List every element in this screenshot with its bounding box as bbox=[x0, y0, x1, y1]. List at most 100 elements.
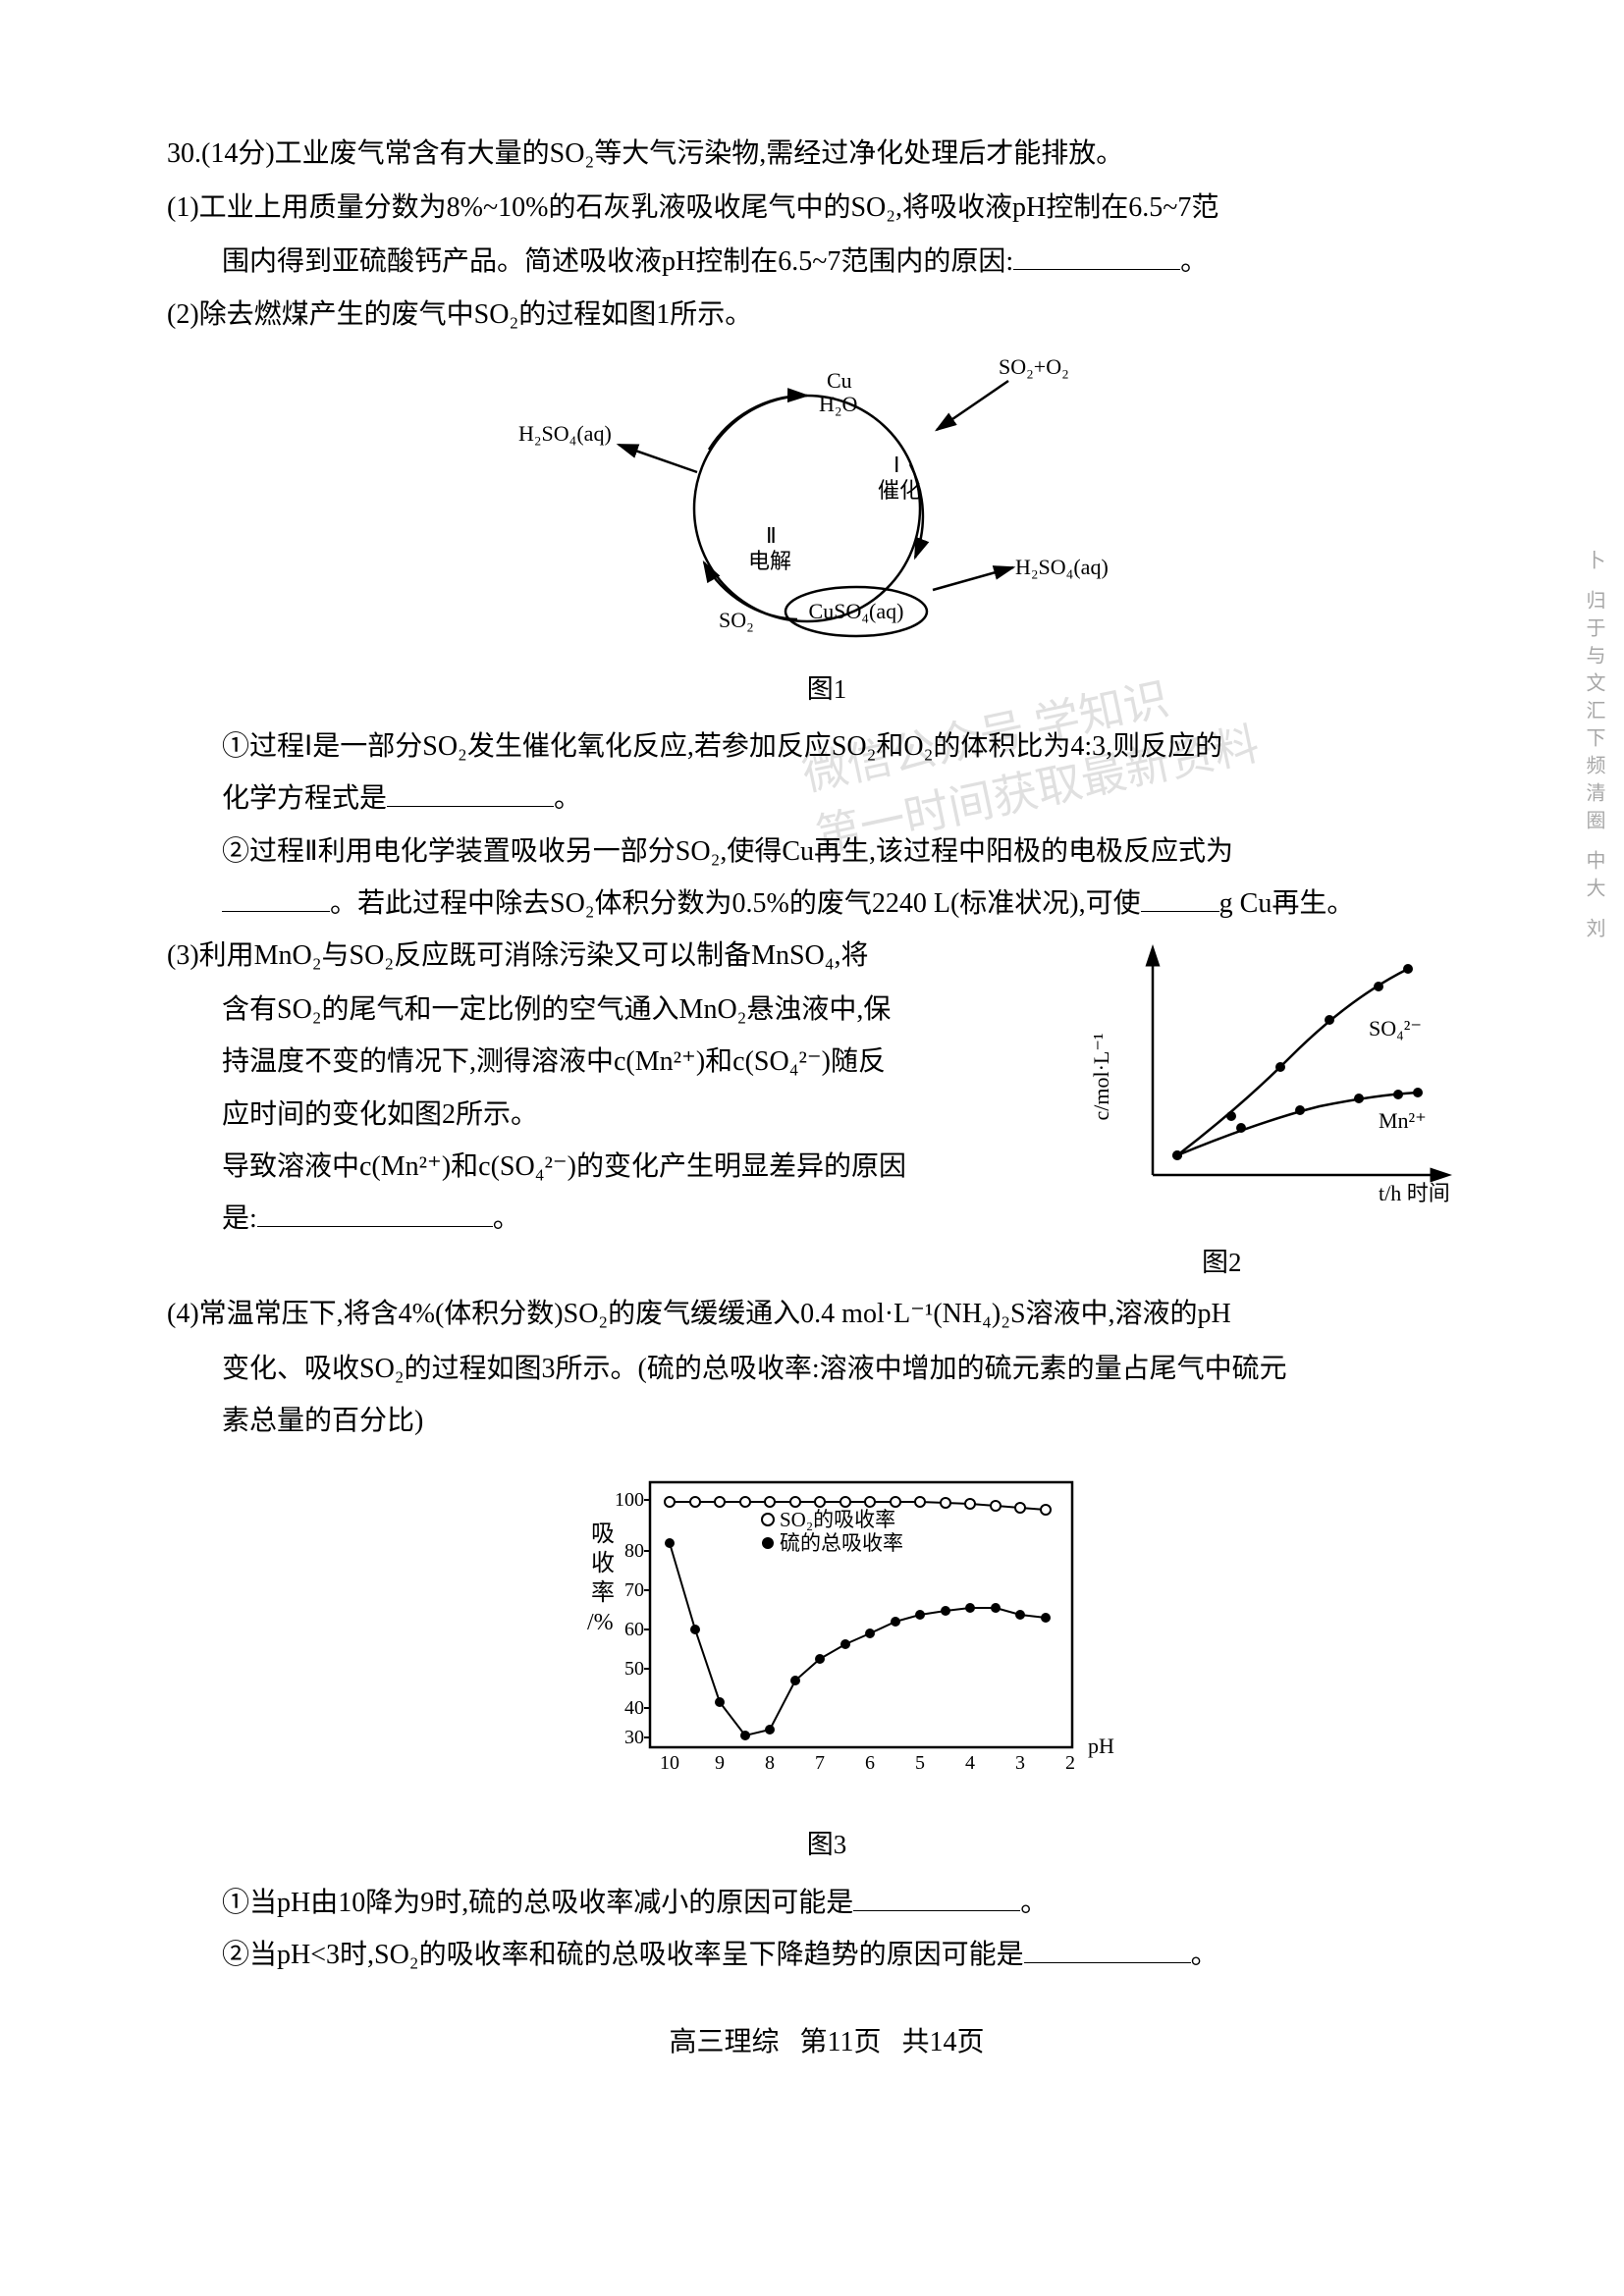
figure-2: c/mol·L⁻¹ t/h 时间 SO₄²⁻ Mn²⁺ bbox=[1084, 930, 1487, 1288]
part2-sub1-lineA: ①过程Ⅰ是一部分SO₂发生催化氧化反应,若参加反应SO₂和O₂的体积比为4:3,… bbox=[167, 721, 1487, 773]
part4-l2: 素总量的百分比) bbox=[167, 1395, 1487, 1447]
fig3-yl1: 收 bbox=[591, 1550, 615, 1576]
part2-sub2-lineA: ②过程Ⅱ利用电化学装置吸收另一部分SO₂,使得Cu再生,该过程中阳极的电极反应式… bbox=[167, 826, 1487, 878]
part3-l0: (3)利用MnO₂与SO₂反应既可消除污染又可以制备MnSO₄,将 bbox=[167, 930, 1068, 982]
svg-text:60: 60 bbox=[624, 1619, 644, 1640]
svg-text:40: 40 bbox=[624, 1697, 644, 1719]
fig1-h2so4-r: H₂SO₄(aq) bbox=[1015, 555, 1109, 579]
q-number: 30. bbox=[167, 138, 201, 169]
blank-6[interactable] bbox=[853, 1883, 1020, 1911]
part1-period: 。 bbox=[1180, 246, 1208, 277]
part3-t5: 是: bbox=[222, 1203, 257, 1234]
svg-text:4: 4 bbox=[965, 1752, 975, 1774]
blank-7[interactable] bbox=[1024, 1935, 1191, 1963]
page: 30.(14分)工业废气常含有大量的SO₂等大气污染物,需经过净化处理后才能排放… bbox=[0, 0, 1624, 2127]
svg-text:8: 8 bbox=[765, 1752, 775, 1774]
fig3-legend-filled: 硫的总吸收率 bbox=[780, 1531, 903, 1555]
fig3-xticks: 10 9 8 7 6 5 4 3 2 bbox=[660, 1752, 1075, 1774]
part2-sub2-lineB: 。若此过程中除去SO₂体积分数为0.5%的废气2240 L(标准状况),可使 g … bbox=[167, 878, 1487, 930]
figure-3: 吸 收 率 /% 100 80 70 60 50 40 30 10 9 8 bbox=[167, 1453, 1487, 1870]
figure-2-svg: c/mol·L⁻¹ t/h 时间 SO₄²⁻ Mn²⁺ bbox=[1084, 930, 1477, 1224]
fig2-xlabel: t/h 时间 bbox=[1379, 1181, 1450, 1205]
part2-sub2-txtA: 。若此过程中除去SO₂体积分数为0.5%的废气2240 L(标准状况),可使 bbox=[330, 888, 1141, 919]
fig2-so4-label: SO₄²⁻ bbox=[1369, 1016, 1422, 1041]
part1-text1: 工业上用质量分数为8%~10%的石灰乳液吸收尾气中的SO₂,将吸收液pH控制在6… bbox=[199, 192, 1219, 223]
fig3-yl2: 率 bbox=[591, 1579, 615, 1606]
part3-l3: 应时间的变化如图2所示。 bbox=[167, 1089, 1068, 1141]
svg-text:70: 70 bbox=[624, 1579, 644, 1601]
part2-sub1-period: 。 bbox=[554, 783, 581, 814]
part2-sub2-txtB: g Cu再生。 bbox=[1219, 888, 1355, 919]
fig1-h2so4-l: H₂SO₄(aq) bbox=[518, 421, 612, 446]
fig3-yl0: 吸 bbox=[591, 1522, 615, 1547]
svg-text:9: 9 bbox=[715, 1752, 725, 1774]
fig2-ylabel: c/mol·L⁻¹ bbox=[1089, 1033, 1113, 1120]
figure-2-caption: 图2 bbox=[1084, 1238, 1487, 1288]
svg-text:30: 30 bbox=[624, 1727, 644, 1748]
part4-sub2: ②当pH<3时,SO₂的吸收率和硫的总吸收率呈下降趋势的原因可能是。 bbox=[167, 1929, 1487, 1981]
figure-1-svg: CuSO₄(aq) Cu H₂O SO₂+O₂ Ⅰ 催化 H₂SO₄(aq) H… bbox=[513, 347, 1141, 651]
part3-text: (3)利用MnO₂与SO₂反应既可消除污染又可以制备MnSO₄,将 含有SO₂的… bbox=[167, 930, 1068, 1245]
right-edge-text: 卜 归于与文汇下频清圈 中大 刘 bbox=[1575, 550, 1612, 945]
fig1-so2: SO₂ bbox=[719, 608, 754, 632]
svg-text:3: 3 bbox=[1015, 1752, 1025, 1774]
part3-t0: 利用MnO₂与SO₂反应既可消除污染又可以制备MnSO₄,将 bbox=[199, 940, 869, 971]
question-stem: 30.(14分)工业废气常含有大量的SO₂等大气污染物,需经过净化处理后才能排放… bbox=[167, 128, 1487, 180]
fig1-h2o: H₂O bbox=[819, 392, 857, 416]
part3-l4: 导致溶液中c(Mn²⁺)和c(SO₄²⁻)的变化产生明显差异的原因 bbox=[167, 1141, 1068, 1193]
blank-2[interactable] bbox=[387, 778, 554, 807]
svg-text:50: 50 bbox=[624, 1658, 644, 1680]
part3-row: (3)利用MnO₂与SO₂反应既可消除污染又可以制备MnSO₄,将 含有SO₂的… bbox=[167, 930, 1487, 1288]
part1-text2: 围内得到亚硫酸钙产品。简述吸收液pH控制在6.5~7范围内的原因: bbox=[222, 246, 1013, 277]
part1-label: (1) bbox=[167, 192, 199, 223]
part4-sub2-period: 。 bbox=[1191, 1940, 1218, 1970]
fig3-xlabel: pH bbox=[1088, 1734, 1114, 1758]
blank-4[interactable] bbox=[1141, 883, 1219, 912]
figure-3-svg: 吸 收 率 /% 100 80 70 60 50 40 30 10 9 8 bbox=[483, 1453, 1170, 1806]
page-footer: 高三理综 第11页 共14页 bbox=[167, 2016, 1487, 2068]
svg-text:2: 2 bbox=[1065, 1752, 1075, 1774]
part4-l0: (4)常温常压下,将含4%(体积分数)SO₂的废气缓缓通入0.4 mol·L⁻¹… bbox=[167, 1288, 1487, 1340]
fig1-cuso4: CuSO₄(aq) bbox=[809, 599, 904, 623]
part4-sub1: ①当pH由10降为9时,硫的总吸收率减小的原因可能是。 bbox=[167, 1877, 1487, 1929]
part2-label: (2) bbox=[167, 299, 199, 330]
part4-t0: 常温常压下,将含4%(体积分数)SO₂的废气缓缓通入0.4 mol·L⁻¹(NH… bbox=[199, 1299, 1231, 1329]
blank-5[interactable] bbox=[257, 1199, 493, 1227]
fig1-cu: Cu bbox=[827, 368, 852, 393]
part3-l5: 是: 。 bbox=[167, 1193, 1068, 1245]
part2-sub1-text: 化学方程式是 bbox=[222, 783, 387, 814]
svg-text:7: 7 bbox=[815, 1752, 825, 1774]
figure-1: CuSO₄(aq) Cu H₂O SO₂+O₂ Ⅰ 催化 H₂SO₄(aq) H… bbox=[167, 347, 1487, 715]
fig3-yticks: 100 80 70 60 50 40 30 bbox=[615, 1489, 650, 1748]
fig1-I: Ⅰ bbox=[893, 453, 900, 477]
part3-l1: 含有SO₂的尾气和一定比例的空气通入MnO₂悬浊液中,保 bbox=[167, 984, 1068, 1036]
figure-3-caption: 图3 bbox=[167, 1820, 1487, 1870]
part2-line1: (2)除去燃煤产生的废气中SO₂的过程如图1所示。 bbox=[167, 289, 1487, 341]
q-score: (14分) bbox=[201, 138, 275, 169]
fig3-yl3: /% bbox=[587, 1610, 614, 1635]
part1-line1: (1)工业上用质量分数为8%~10%的石灰乳液吸收尾气中的SO₂,将吸收液pH控… bbox=[167, 182, 1487, 234]
fig1-so2o2: SO₂+O₂ bbox=[999, 354, 1069, 379]
svg-text:100: 100 bbox=[615, 1489, 644, 1511]
svg-text:10: 10 bbox=[660, 1752, 679, 1774]
part2-sub1-lineB: 化学方程式是 。 bbox=[167, 773, 1487, 825]
fig1-catalyst: 催化 bbox=[878, 478, 921, 503]
blank-1[interactable] bbox=[1013, 241, 1180, 270]
blank-3[interactable] bbox=[222, 883, 330, 912]
part1-line2: 围内得到亚硫酸钙产品。简述吸收液pH控制在6.5~7范围内的原因: 。 bbox=[167, 236, 1487, 288]
part4-sub1-period: 。 bbox=[1020, 1888, 1048, 1918]
svg-text:5: 5 bbox=[915, 1752, 925, 1774]
part4-l1: 变化、吸收SO₂的过程如图3所示。(硫的总吸收率:溶液中增加的硫元素的量占尾气中… bbox=[167, 1343, 1487, 1395]
footer-left: 高三理综 bbox=[670, 2027, 780, 2057]
q-stem-text: 工业废气常含有大量的SO₂等大气污染物,需经过净化处理后才能排放。 bbox=[275, 138, 1124, 169]
fig1-electro: 电解 bbox=[748, 549, 791, 573]
svg-text:6: 6 bbox=[865, 1752, 875, 1774]
figure-1-caption: 图1 bbox=[167, 665, 1487, 715]
part3-period: 。 bbox=[493, 1203, 520, 1234]
part3-l2: 持温度不变的情况下,测得溶液中c(Mn²⁺)和c(SO₄²⁻)随反 bbox=[167, 1036, 1068, 1088]
part2-text1: 除去燃煤产生的废气中SO₂的过程如图1所示。 bbox=[199, 299, 753, 330]
part4-label: (4) bbox=[167, 1299, 199, 1329]
fig3-legend-open: SO₂的吸收率 bbox=[780, 1508, 895, 1531]
fig1-II: Ⅱ bbox=[766, 523, 777, 548]
svg-text:80: 80 bbox=[624, 1540, 644, 1562]
